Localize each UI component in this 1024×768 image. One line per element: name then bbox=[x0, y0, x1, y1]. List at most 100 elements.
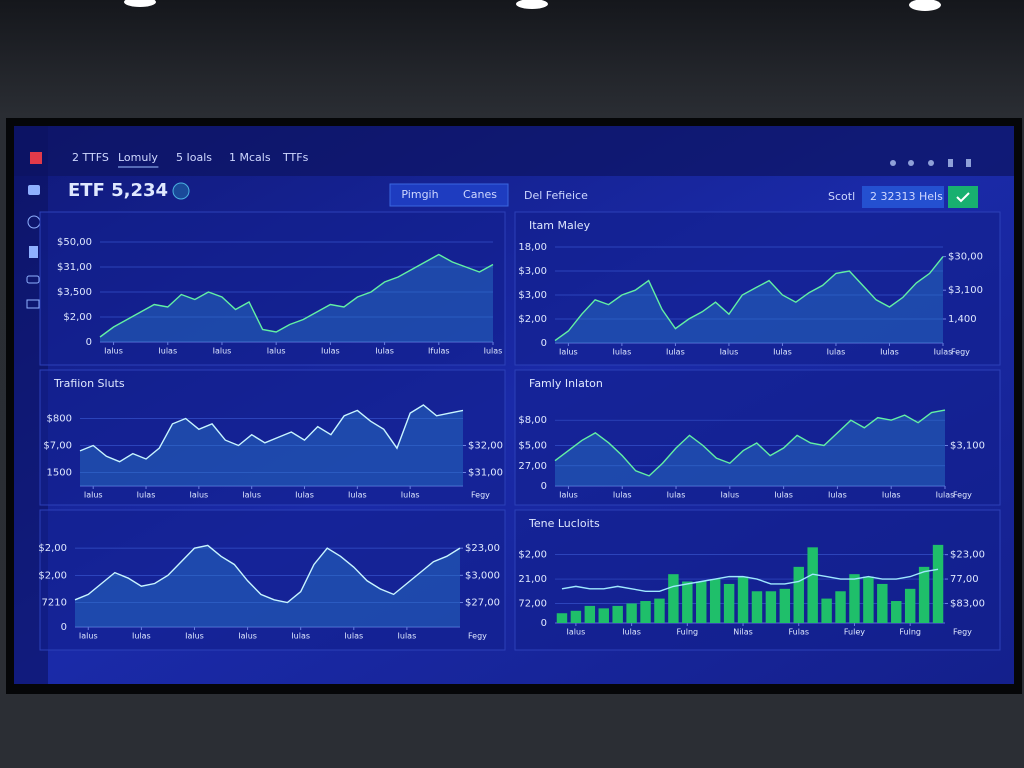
x-tick-label: Iulas bbox=[132, 632, 151, 641]
x-tick-label: Iulas bbox=[291, 632, 310, 641]
x-tick-label: Iulas bbox=[344, 632, 363, 641]
bar bbox=[668, 574, 679, 623]
x-tick-label: Fulng bbox=[677, 628, 699, 637]
bar bbox=[737, 576, 749, 623]
x-tick-label: Iulas bbox=[934, 348, 953, 357]
y-tick-label: $800 bbox=[47, 414, 72, 425]
button[interactable]: Pimgih bbox=[401, 188, 438, 201]
y-tick-label: 27,00 bbox=[518, 461, 547, 472]
y-tick-label: 0 bbox=[541, 481, 547, 492]
panel bbox=[514, 211, 1001, 366]
line bbox=[79, 404, 464, 463]
x-tick-label: Iulas bbox=[827, 348, 846, 357]
line bbox=[99, 253, 494, 338]
sidebar-icon[interactable] bbox=[28, 185, 40, 195]
y2-tick-label: $23,00 bbox=[950, 550, 985, 561]
bar bbox=[821, 598, 832, 623]
top-bar bbox=[14, 126, 1014, 176]
bar bbox=[849, 574, 860, 623]
chart-title: Itam Maley bbox=[529, 219, 591, 232]
y-tick-label: $3,500 bbox=[57, 287, 92, 298]
y2-tick-label: 1,400 bbox=[948, 314, 977, 325]
y-tick-label: $3,00 bbox=[518, 290, 547, 301]
x-tick-label: Iulas bbox=[880, 348, 899, 357]
y-tick-label: 0 bbox=[86, 337, 92, 348]
area bbox=[555, 410, 945, 486]
ceiling-light bbox=[124, 0, 156, 7]
sidebar-icon[interactable] bbox=[26, 299, 40, 309]
y2-tick-label: 77,00 bbox=[950, 574, 979, 585]
confirm-button[interactable] bbox=[948, 186, 978, 208]
y-tick-label: 0 bbox=[541, 618, 547, 629]
y-tick-label: 0 bbox=[61, 622, 67, 633]
bar bbox=[556, 613, 568, 623]
y2-tick-label: $23,00 bbox=[465, 543, 500, 554]
y2-tick-label: $3,000 bbox=[465, 570, 500, 581]
bar bbox=[863, 576, 874, 623]
x-tick-label: Iulas bbox=[295, 491, 314, 500]
corner-label: Fegy bbox=[953, 628, 972, 637]
chart-title: Famly Inlaton bbox=[529, 377, 603, 390]
tab[interactable]: Lomuly bbox=[118, 151, 158, 164]
y2-tick-label: $83,00 bbox=[950, 598, 985, 609]
tab[interactable]: 5 Ioals bbox=[176, 151, 212, 164]
bar bbox=[932, 544, 944, 623]
check-icon bbox=[956, 192, 970, 203]
bar bbox=[793, 566, 804, 623]
tab[interactable]: 2 TTFS bbox=[72, 151, 109, 164]
x-tick-label: Iulas bbox=[613, 491, 632, 500]
bar bbox=[640, 601, 651, 623]
bar bbox=[696, 581, 707, 623]
x-tick-label: Ialus bbox=[213, 347, 232, 356]
x-tick-label: Ialus bbox=[559, 348, 578, 357]
chart-title: Tene Lucloits bbox=[528, 517, 600, 530]
line bbox=[554, 256, 944, 342]
ceiling-light bbox=[909, 0, 941, 11]
x-tick-label: Iulas bbox=[666, 348, 685, 357]
tab[interactable]: TTFs bbox=[282, 151, 309, 164]
x-tick-label: Ialus bbox=[104, 347, 123, 356]
bar bbox=[807, 547, 818, 623]
segmented-control bbox=[389, 183, 509, 207]
x-tick-label: Iulas bbox=[398, 632, 417, 641]
x-tick-label: Iulas bbox=[622, 628, 641, 637]
bar bbox=[904, 588, 916, 623]
button[interactable]: Canes bbox=[463, 188, 497, 201]
bar bbox=[682, 581, 693, 623]
x-tick-label: Ialus bbox=[238, 632, 257, 641]
y-tick-label: $2,00 bbox=[38, 543, 67, 554]
bar bbox=[570, 610, 582, 623]
bar bbox=[835, 591, 846, 623]
info-icon[interactable] bbox=[172, 182, 190, 200]
search-field[interactable] bbox=[862, 186, 944, 208]
y2-tick-label: $31,00 bbox=[468, 468, 503, 479]
y-tick-label: 72,00 bbox=[518, 598, 547, 609]
corner-label: Fegy bbox=[471, 491, 490, 500]
search-value: 2 32313 Hels bbox=[870, 190, 943, 203]
bar bbox=[779, 588, 791, 623]
x-tick-label: Ialus bbox=[267, 347, 286, 356]
y-tick-label: $2,00 bbox=[518, 314, 547, 325]
header-title: ETF 5,234 bbox=[68, 180, 168, 201]
y-tick-label: 18,00 bbox=[518, 242, 547, 253]
tab[interactable]: 1 Mcals bbox=[229, 151, 271, 164]
y-tick-label: $8,00 bbox=[518, 415, 547, 426]
y2-tick-label: $3,100 bbox=[950, 441, 985, 452]
sidebar-icon[interactable] bbox=[29, 246, 38, 258]
sidebar-icon[interactable] bbox=[26, 275, 40, 284]
bar bbox=[626, 603, 637, 623]
ceiling-light bbox=[516, 0, 548, 9]
x-tick-label: Ialus bbox=[720, 348, 739, 357]
y-tick-label: $2,00 bbox=[63, 312, 92, 323]
panel bbox=[514, 369, 1001, 506]
x-tick-label: Fulas bbox=[788, 628, 809, 637]
x-tick-label: Ifulas bbox=[428, 347, 450, 356]
y-tick-label: 0 bbox=[541, 338, 547, 349]
corner-label: Fegy bbox=[951, 348, 970, 357]
y-tick-label: $31,00 bbox=[57, 262, 92, 273]
x-tick-label: Ialus bbox=[720, 491, 739, 500]
corner-label: Fegy bbox=[468, 632, 487, 641]
y2-tick-label: $27,00 bbox=[465, 598, 500, 609]
bar bbox=[765, 591, 777, 623]
